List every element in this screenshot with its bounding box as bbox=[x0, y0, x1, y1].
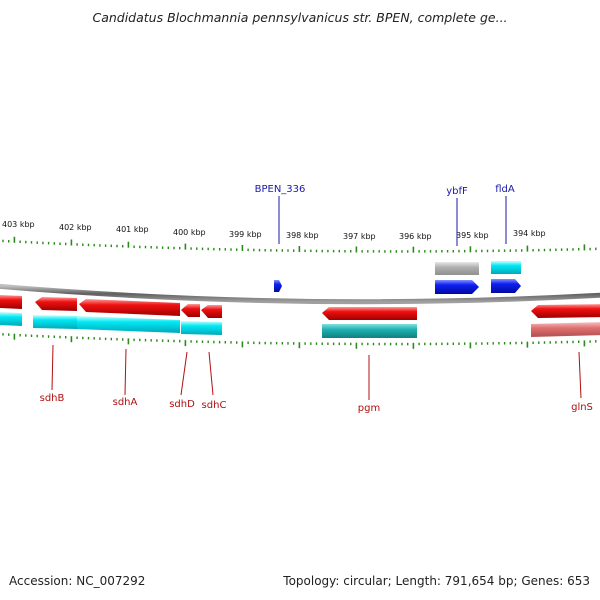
feature-flda-cds-bar[interactable] bbox=[491, 261, 521, 274]
feature-pgm-cds-bar[interactable] bbox=[322, 324, 417, 338]
ruler-labels: 403 kbp 402 kbp 401 kbp 400 kbp 399 kbp … bbox=[2, 220, 546, 241]
ruler-ticks-bottom bbox=[2, 333, 597, 349]
feature-sdhb-cds-bar[interactable] bbox=[33, 315, 77, 329]
feature-sdhb-arrow[interactable] bbox=[35, 297, 77, 311]
callout-line-sdhb bbox=[51, 344, 54, 391]
ruler-label-403: 403 kbp bbox=[2, 220, 35, 229]
feature-glns-cds-bar[interactable] bbox=[531, 322, 600, 337]
accession-text: Accession: NC_007292 bbox=[9, 574, 146, 588]
feature-flda-arrow[interactable] bbox=[491, 279, 521, 293]
feature-left-edge-gene-arrow[interactable] bbox=[0, 295, 22, 309]
ruler-label-395: 395 kbp bbox=[456, 231, 489, 240]
callout-line-sdhd bbox=[180, 351, 188, 396]
gene-label-bpen336[interactable]: BPEN_336 bbox=[255, 184, 306, 195]
ruler-ticks-top bbox=[2, 236, 597, 253]
feature-sdhdc-cds-bar[interactable] bbox=[181, 321, 222, 335]
feature-left-edge-cds-bar[interactable] bbox=[0, 312, 22, 326]
gene-label-glns[interactable]: glnS bbox=[571, 402, 593, 413]
ruler-label-397: 397 kbp bbox=[343, 232, 376, 241]
feature-sdhd-arrow[interactable] bbox=[181, 304, 200, 317]
gene-label-ybff[interactable]: ybfF bbox=[446, 186, 468, 197]
feature-pgm-arrow[interactable] bbox=[322, 307, 417, 320]
callout-line-sdhc bbox=[208, 351, 214, 396]
callout-line-glns bbox=[578, 351, 582, 399]
feature-ybff-pseudo-bar[interactable] bbox=[435, 262, 479, 275]
feature-bpen336-arrow[interactable] bbox=[274, 280, 282, 292]
ruler-label-402: 402 kbp bbox=[59, 223, 92, 232]
gene-label-sdha[interactable]: sdhA bbox=[113, 397, 138, 408]
gene-label-sdhd[interactable]: sdhD bbox=[169, 399, 195, 410]
feature-sdha-cds-bar[interactable] bbox=[77, 316, 180, 333]
feature-sdha-arrow[interactable] bbox=[79, 299, 180, 316]
ruler-label-399: 399 kbp bbox=[229, 230, 262, 239]
reverse-features bbox=[0, 295, 600, 338]
ruler-label-394: 394 kbp bbox=[513, 229, 546, 238]
ruler-label-396: 396 kbp bbox=[399, 232, 432, 241]
ruler-label-398: 398 kbp bbox=[286, 231, 319, 240]
map-title: Candidatus Blochmannia pennsylvanicus st… bbox=[92, 10, 508, 25]
forward-features bbox=[274, 261, 521, 294]
feature-sdhc-arrow[interactable] bbox=[201, 305, 222, 318]
gene-label-flda[interactable]: fldA bbox=[495, 184, 515, 195]
feature-glns-arrow[interactable] bbox=[531, 304, 600, 318]
feature-ybff-arrow[interactable] bbox=[435, 280, 479, 294]
callout-line-sdha bbox=[124, 348, 127, 396]
ruler-label-400: 400 kbp bbox=[173, 228, 206, 237]
ruler-label-401: 401 kbp bbox=[116, 225, 149, 234]
topology-text: Topology: circular; Length: 791,654 bp; … bbox=[283, 574, 590, 588]
gene-label-sdhb[interactable]: sdhB bbox=[40, 393, 65, 404]
gene-label-pgm[interactable]: pgm bbox=[358, 403, 380, 414]
genome-backbone bbox=[0, 283, 600, 305]
gene-label-sdhc[interactable]: sdhC bbox=[202, 400, 227, 411]
